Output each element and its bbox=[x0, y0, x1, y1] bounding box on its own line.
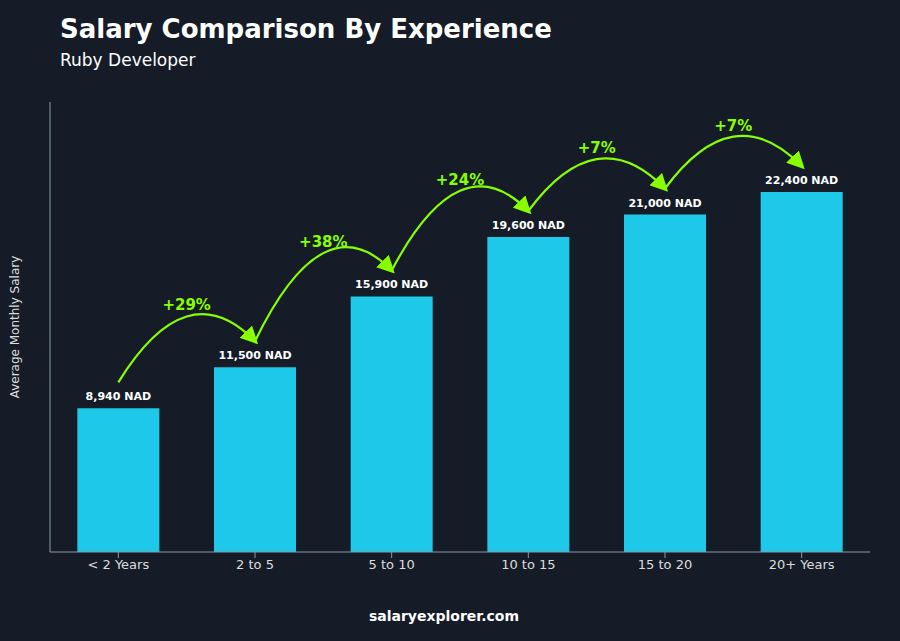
svg-text:19,600 NAD: 19,600 NAD bbox=[492, 219, 565, 232]
svg-text:15,900 NAD: 15,900 NAD bbox=[355, 278, 428, 291]
svg-text:+7%: +7% bbox=[578, 139, 616, 157]
svg-text:Average Monthly Salary: Average Monthly Salary bbox=[8, 256, 22, 399]
svg-text:< 2 Years: < 2 Years bbox=[87, 557, 149, 572]
svg-text:+24%: +24% bbox=[436, 171, 484, 189]
html-text:Ruby Developer: Ruby Developer bbox=[60, 50, 196, 70]
svg-text:+7%: +7% bbox=[714, 117, 752, 135]
svg-text:5 to 10: 5 to 10 bbox=[369, 557, 415, 572]
svg-text:20+ Years: 20+ Years bbox=[769, 557, 835, 572]
svg-text:15 to 20: 15 to 20 bbox=[638, 557, 692, 572]
svg-text:+38%: +38% bbox=[299, 233, 347, 251]
svg-text:11,500 NAD: 11,500 NAD bbox=[218, 349, 291, 362]
svg-text:21,000 NAD: 21,000 NAD bbox=[628, 197, 701, 210]
svg-text:+29%: +29% bbox=[162, 296, 210, 314]
html-text:Salary Comparison By Experienc: Salary Comparison By Experience bbox=[60, 14, 552, 44]
svg-text:2 to 5: 2 to 5 bbox=[236, 557, 274, 572]
svg-text:10 to 15: 10 to 15 bbox=[501, 557, 555, 572]
svg-text:22,400 NAD: 22,400 NAD bbox=[765, 174, 838, 187]
svg-text:8,940 NAD: 8,940 NAD bbox=[86, 390, 151, 403]
html-text:salaryexplorer.com: salaryexplorer.com bbox=[368, 608, 520, 624]
